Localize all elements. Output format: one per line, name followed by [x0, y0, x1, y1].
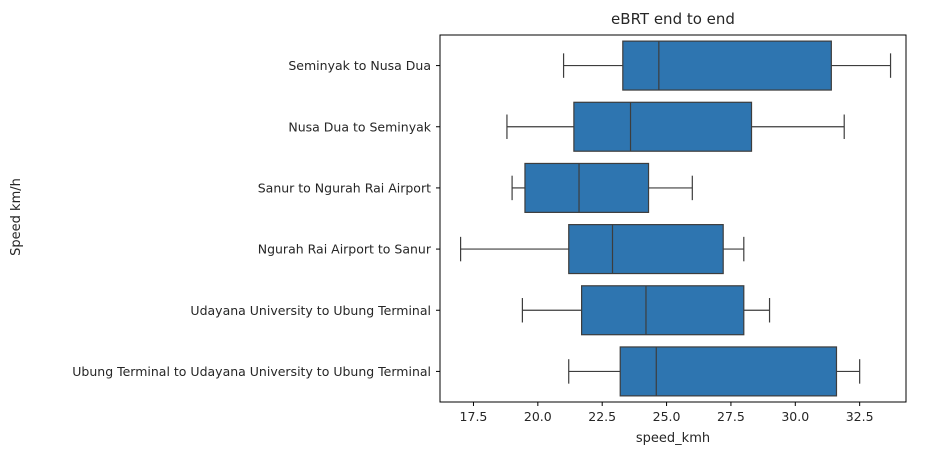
x-tick-label: 30.0: [781, 409, 809, 424]
plot-frame: [439, 34, 907, 403]
x-tick-label: 27.5: [717, 409, 745, 424]
x-tick-label: 20.0: [524, 409, 552, 424]
iqr-box-1: [573, 101, 753, 152]
plot-area: Seminyak to Nusa Dua Nusa Dua to Seminyak…: [72, 34, 907, 424]
x-tick-label: 32.5: [846, 409, 874, 424]
x-tick-label: 17.5: [460, 409, 488, 424]
y-axis-label: Speed km/h: [9, 178, 24, 256]
y-tick-label: Sanur to Ngurah Rai Airport: [258, 180, 431, 195]
x-axis-label: speed_kmh: [636, 431, 710, 446]
y-tick-label: Nusa Dua to Seminyak: [288, 119, 431, 134]
y-tick-label: Ubung Terminal to Udayana University to …: [72, 364, 431, 379]
iqr-box-5: [619, 346, 838, 397]
iqr-box-2: [524, 162, 650, 213]
x-tick-label: 22.5: [588, 409, 616, 424]
y-tick-label: Ngurah Rai Airport to Sanur: [258, 242, 432, 257]
y-tick-label: Seminyak to Nusa Dua: [288, 58, 431, 73]
y-tick-label: Udayana University to Ubung Terminal: [190, 303, 431, 318]
iqr-box-0: [622, 40, 832, 91]
iqr-box-3: [568, 224, 724, 275]
chart-title: eBRT end to end: [611, 10, 735, 28]
iqr-box-4: [581, 285, 745, 336]
x-tick-label: 25.0: [653, 409, 681, 424]
